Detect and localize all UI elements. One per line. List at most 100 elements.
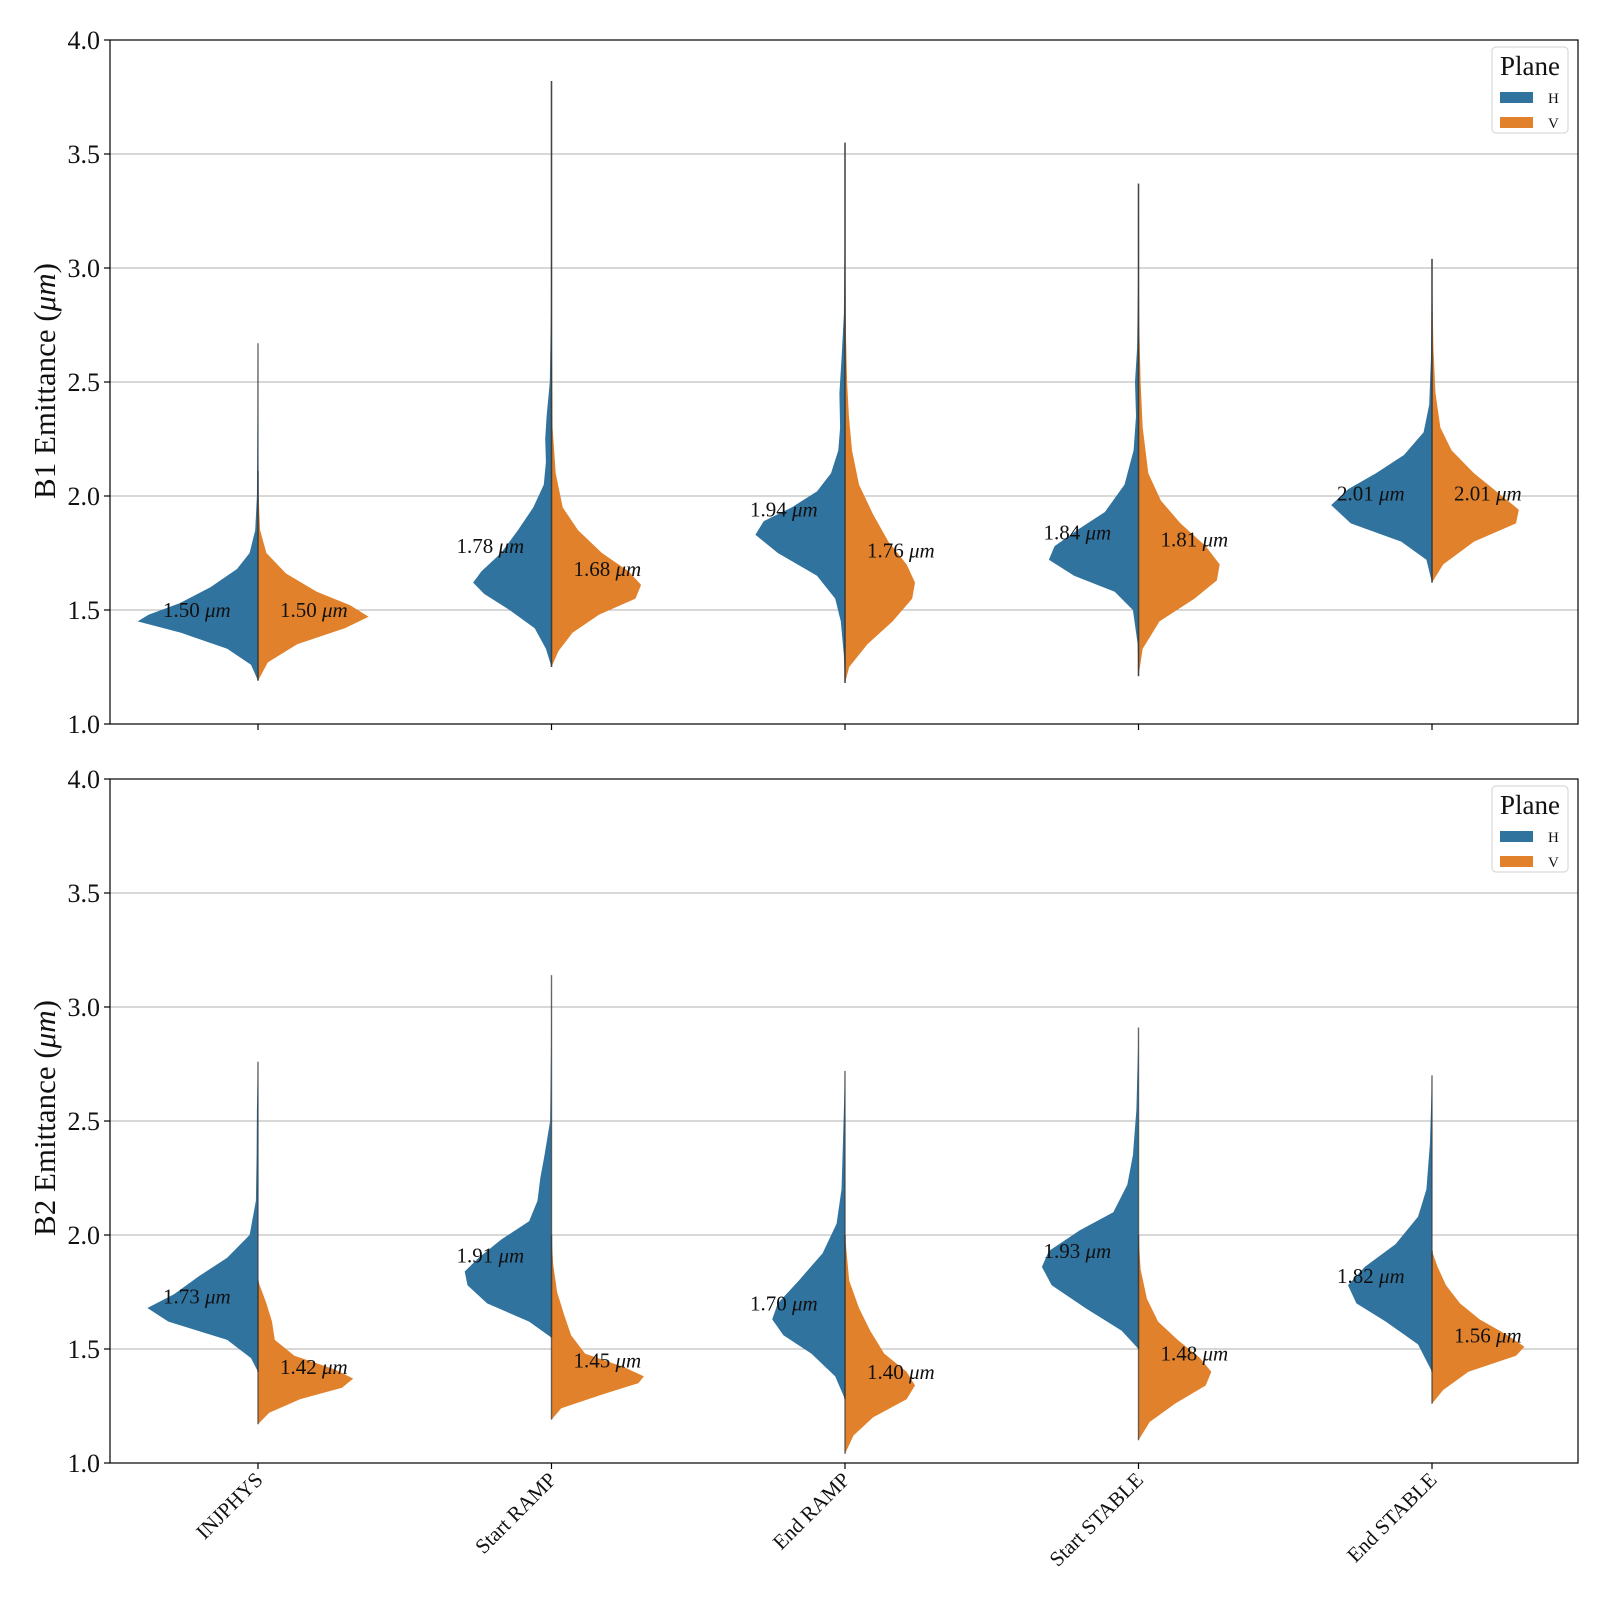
annotation-unit: μm [498,534,525,558]
annotation-unit: μm [791,498,818,522]
annotation-unit: μm [615,557,642,581]
y-tick-label: 3.0 [68,254,101,283]
annotation-unit: μm [908,539,935,563]
annotation-value: 1.76 [867,539,909,563]
y-axis-label-b1: B1 Emittance (μm) [27,263,62,499]
median-label-b2-start-stable-v: 1.48 μm [1161,1342,1229,1366]
median-label-b1-end-ramp-v: 1.76 μm [867,539,935,563]
median-label-b1-end-stable-h: 2.01 μm [1337,482,1405,506]
annotation-unit: μm [791,1291,818,1315]
y-tick-label: 2.0 [68,1221,101,1250]
legend-box [1491,785,1569,873]
y-tick-label: 1.0 [68,710,101,739]
legend-label-v: V [1548,116,1559,132]
y-axis-label-b2-close: ) [27,1000,62,1010]
y-tick-label: 4.0 [68,765,101,794]
y-axis-label-b1-unit: μm [27,273,62,312]
annotation-value: 1.91 [457,1244,499,1268]
annotation-unit: μm [1202,527,1229,551]
violin-b1-start-ramp-v [551,81,642,667]
annotation-unit: μm [1085,1239,1112,1263]
median-label-b1-end-stable-v: 2.01 μm [1454,482,1522,506]
y-axis-label-b2-text: B2 Emittance ( [27,1048,62,1236]
annotation-value: 1.50 [280,598,322,622]
y-axis-label-b1-text: B1 Emittance ( [27,311,62,499]
median-label-b1-start-ramp-v: 1.68 μm [574,557,642,581]
violin-b2-start-stable-v [1138,1235,1212,1441]
violin-b2-end-ramp-h [772,1070,845,1400]
violin-b1-injphys-h [137,343,258,681]
median-label-b2-injphys-h: 1.73 μm [163,1285,231,1309]
x-tick-label-end-ramp: End RAMP [768,1468,855,1555]
annotation-unit: μm [1378,1264,1405,1288]
median-label-b1-start-stable-h: 1.84 μm [1044,520,1112,544]
y-tick-label: 4.0 [68,26,101,55]
annotation-value: 1.45 [574,1348,616,1372]
median-label-b2-start-ramp-h: 1.91 μm [457,1244,525,1268]
annotation-unit: μm [615,1348,642,1372]
median-label-b1-injphys-h: 1.50 μm [163,598,231,622]
median-label-b1-end-ramp-h: 1.94 μm [750,498,818,522]
violin-b2-end-ramp-v [845,1235,915,1454]
annotation-value: 1.94 [750,498,792,522]
legend-swatch-v [1500,117,1533,128]
annotation-value: 2.01 [1337,482,1379,506]
annotation-value: 1.78 [457,534,499,558]
annotation-value: 2.01 [1454,482,1496,506]
x-tick-label-end-stable: End STABLE [1342,1468,1442,1568]
y-axis-label-b1-close: ) [27,263,62,273]
y-tick-label: 1.0 [68,1449,101,1478]
violin-b2-end-stable-v [1432,1251,1525,1404]
plot-frame-b1 [109,39,1579,725]
plot-frame-b2 [109,778,1579,1464]
annotation-value: 1.42 [280,1355,322,1379]
annotation-value: 1.68 [574,557,616,581]
median-label-b2-end-stable-h: 1.82 μm [1337,1264,1405,1288]
annotation-value: 1.73 [163,1285,205,1309]
y-tick-label: 2.0 [68,482,101,511]
violin-b2-start-ramp-h [464,975,552,1338]
median-label-b2-end-ramp-v: 1.40 μm [867,1360,935,1384]
median-label-b2-start-stable-h: 1.93 μm [1044,1239,1112,1263]
median-label-b1-start-ramp-h: 1.78 μm [457,534,525,558]
violin-b1-start-stable-v [1138,183,1220,677]
median-label-b2-injphys-v: 1.42 μm [280,1355,348,1379]
annotation-unit: μm [204,598,231,622]
violin-b1-end-stable-v [1432,258,1519,583]
legend-title: Plane [1500,790,1560,820]
median-label-b1-start-stable-v: 1.81 μm [1161,527,1229,551]
violin-b1-injphys-v [258,470,369,681]
legend-label-v: V [1548,855,1559,871]
median-label-b2-start-ramp-v: 1.45 μm [574,1348,642,1372]
annotation-value: 1.93 [1044,1239,1086,1263]
annotation-unit: μm [204,1285,231,1309]
y-axis-label-b2-unit: μm [27,1010,62,1049]
legend-label-h: H [1548,91,1559,107]
y-tick-label: 3.0 [68,993,101,1022]
y-axis-label-b2: B2 Emittance (μm) [27,1000,62,1236]
violin-b1-end-ramp-v [845,142,915,684]
panel-b1: B1 Emittance (μm) 1.01.52.02.53.03.54.01… [27,26,1579,739]
y-tick-label: 3.5 [68,140,101,169]
annotation-value: 1.56 [1454,1323,1496,1347]
annotation-unit: μm [908,1360,935,1384]
legend-swatch-h [1500,831,1533,842]
x-tick-label-start-stable: Start STABLE [1044,1468,1148,1572]
legend-swatch-h [1500,92,1533,103]
annotation-unit: μm [321,598,348,622]
x-tick-label-injphys: INJPHYS [191,1468,267,1544]
violin-b2-injphys-h [147,1061,258,1372]
annotation-unit: μm [1202,1342,1229,1366]
y-tick-label: 2.5 [68,1107,101,1136]
annotation-unit: μm [1495,1323,1522,1347]
legend-label-h: H [1548,830,1559,846]
violin-b2-end-stable-h [1348,1075,1432,1372]
annotation-value: 1.70 [750,1291,792,1315]
legend-title: Plane [1500,51,1560,81]
annotation-value: 1.40 [867,1360,909,1384]
y-tick-label: 2.5 [68,368,101,397]
annotation-unit: μm [1378,482,1405,506]
y-tick-label: 1.5 [68,596,101,625]
median-label-b1-injphys-v: 1.50 μm [280,598,348,622]
